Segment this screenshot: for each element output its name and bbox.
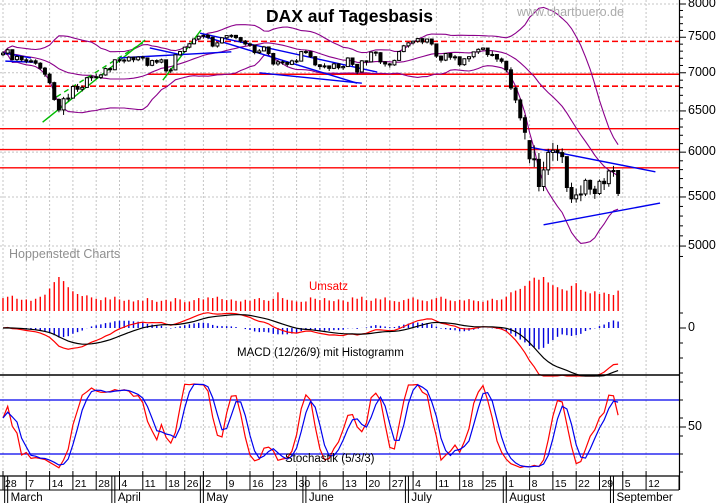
svg-text:16: 16 bbox=[252, 478, 264, 490]
price-axis-label: 5000 bbox=[688, 238, 716, 253]
svg-text:8: 8 bbox=[532, 478, 538, 490]
price-axis-label: 7500 bbox=[688, 29, 716, 44]
svg-text:30: 30 bbox=[299, 478, 311, 490]
volume-bars bbox=[2, 277, 619, 311]
price-axis-label: 7000 bbox=[688, 64, 716, 79]
trend-lines bbox=[2, 29, 661, 226]
price-axis-label: 5500 bbox=[688, 188, 716, 203]
svg-text:22: 22 bbox=[578, 478, 590, 490]
reference-lines bbox=[0, 40, 679, 169]
macd-axis-label: 0 bbox=[688, 320, 695, 334]
svg-text:9: 9 bbox=[229, 478, 235, 490]
macd-panel bbox=[2, 312, 619, 377]
svg-text:20: 20 bbox=[368, 478, 380, 490]
svg-text:18: 18 bbox=[168, 478, 180, 490]
date-axis: 28 7 14 21 28 4 11 18 26 2 9 16 23 30 6 13 20 27 4 11 18 25 1 8… bbox=[0, 471, 680, 503]
svg-text:June: June bbox=[309, 492, 334, 503]
svg-text:6: 6 bbox=[322, 478, 328, 490]
svg-text:18: 18 bbox=[462, 478, 474, 490]
svg-text:April: April bbox=[118, 492, 141, 503]
svg-text:29: 29 bbox=[601, 478, 613, 490]
svg-text:12: 12 bbox=[648, 478, 660, 490]
svg-text:August: August bbox=[509, 492, 546, 503]
svg-text:5: 5 bbox=[625, 478, 631, 490]
svg-text:23: 23 bbox=[275, 478, 287, 490]
svg-text:13: 13 bbox=[345, 478, 357, 490]
stochastic-panel bbox=[0, 383, 679, 469]
price-axis-label: 6500 bbox=[688, 102, 716, 117]
branding-label: Hoppenstedt Charts bbox=[9, 247, 121, 261]
svg-text:14: 14 bbox=[52, 478, 64, 490]
svg-text:September: September bbox=[616, 492, 672, 503]
svg-text:15: 15 bbox=[555, 478, 567, 490]
stochastic-axis-label: 50 bbox=[688, 419, 702, 433]
volume-panel-label: Umsatz bbox=[309, 281, 348, 293]
price-axis-label: 6000 bbox=[688, 144, 716, 159]
svg-text:25: 25 bbox=[485, 478, 497, 490]
price-axis-label: 8000 bbox=[688, 0, 716, 10]
svg-text:11: 11 bbox=[438, 478, 449, 490]
svg-text:7: 7 bbox=[28, 478, 34, 490]
svg-text:March: March bbox=[11, 492, 43, 503]
macd-panel-label: MACD (12/26/9) mit Histogramm bbox=[237, 347, 404, 359]
svg-text:11: 11 bbox=[145, 478, 156, 490]
svg-text:21: 21 bbox=[75, 478, 87, 490]
stochastic-panel-label: Stochastik (5/3/3) bbox=[285, 453, 375, 465]
svg-text:May: May bbox=[206, 492, 228, 503]
svg-text:4: 4 bbox=[122, 478, 128, 490]
candlesticks bbox=[1, 34, 621, 203]
chart-title: DAX auf Tagesbasis bbox=[266, 6, 433, 26]
gridlines bbox=[0, 0, 679, 476]
svg-text:28: 28 bbox=[5, 478, 17, 490]
axes bbox=[0, 0, 686, 490]
bollinger-bands bbox=[2, 6, 619, 244]
svg-text:July: July bbox=[411, 492, 432, 503]
svg-text:4: 4 bbox=[415, 478, 421, 490]
svg-text:26: 26 bbox=[187, 478, 199, 490]
svg-text:27: 27 bbox=[392, 478, 404, 490]
svg-text:2: 2 bbox=[205, 478, 211, 490]
watermark-url: www.chartbuero.de bbox=[517, 5, 625, 19]
svg-text:1: 1 bbox=[508, 478, 514, 490]
svg-text:28: 28 bbox=[98, 478, 110, 490]
